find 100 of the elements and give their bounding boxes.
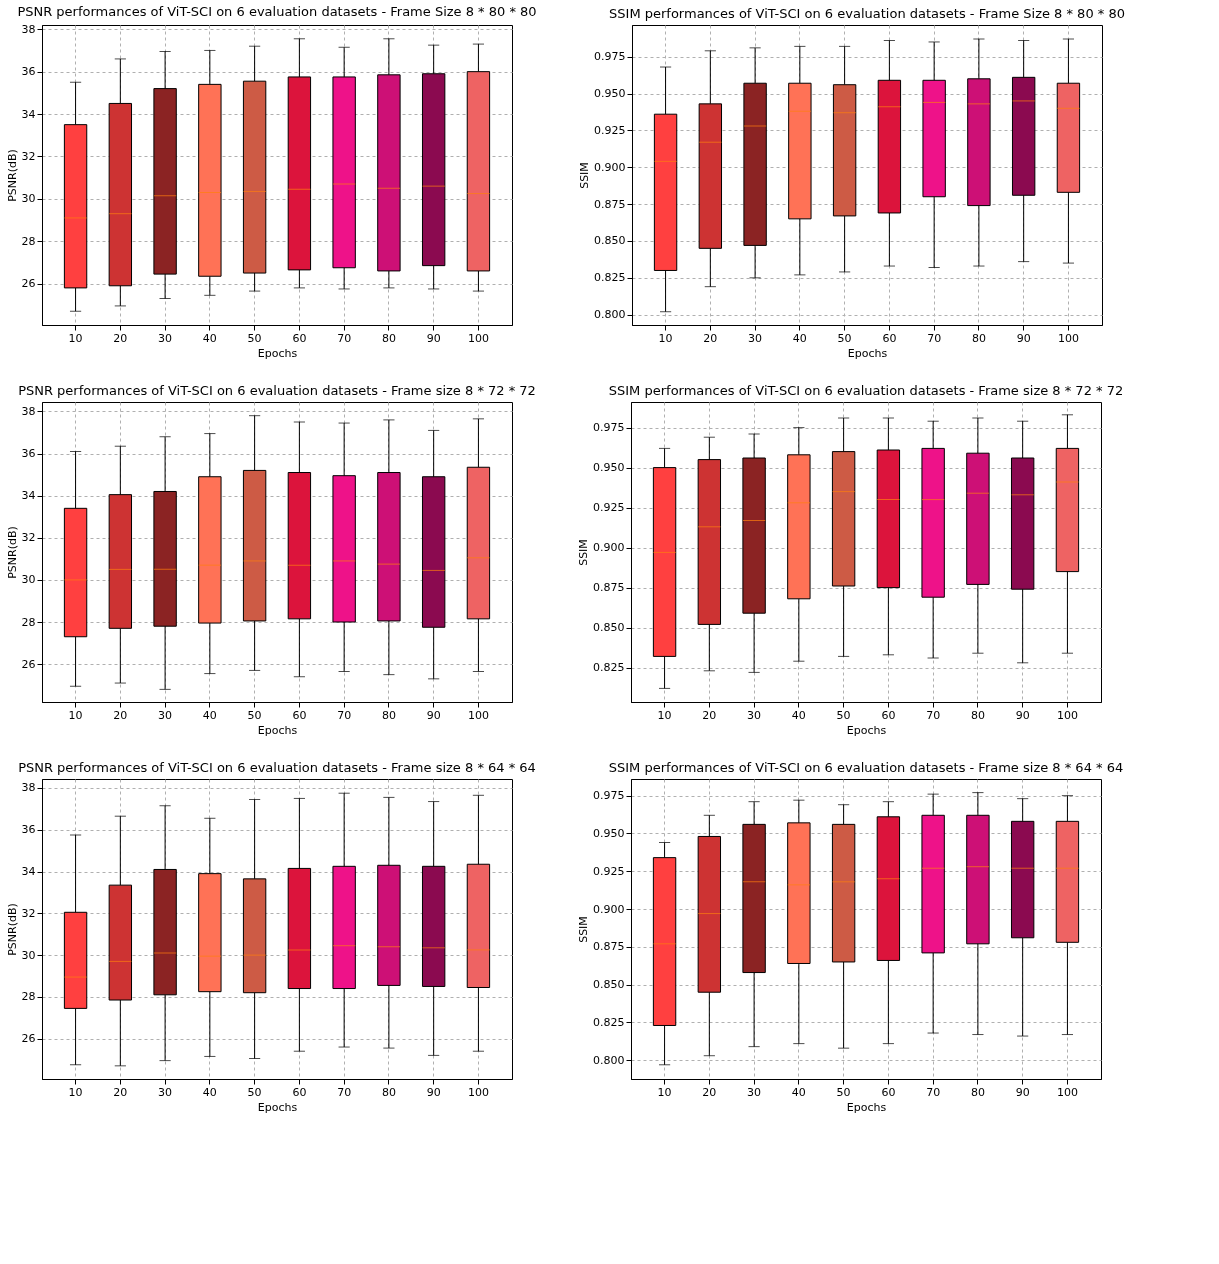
y-tick-label: 0.875	[593, 581, 625, 595]
y-tick-label: 38	[21, 404, 36, 418]
x-tick-label: 100	[467, 708, 489, 722]
y-tick-label: 0.850	[593, 978, 625, 992]
y-tick-label: 0.825	[594, 271, 626, 285]
x-tick-label: 90	[426, 331, 441, 345]
x-axis-title: Epochs	[846, 1100, 887, 1114]
x-tick-label: 40	[202, 331, 217, 345]
x-axis-title: Epochs	[847, 346, 888, 360]
y-tick-label: 0.800	[593, 1053, 625, 1067]
x-tick-label: 80	[381, 1085, 396, 1099]
y-tick-label: 36	[21, 65, 36, 79]
y-tick-label: 0.925	[594, 123, 626, 137]
x-tick-label: 10	[68, 331, 83, 345]
x-tick-label: 70	[926, 708, 941, 722]
y-tick-label: 26	[21, 657, 36, 671]
y-tick-label: 34	[21, 489, 36, 503]
x-axis-title: Epochs	[257, 1100, 298, 1114]
y-tick-label: 30	[21, 192, 36, 206]
x-tick-label: 60	[292, 708, 307, 722]
x-tick-label: 30	[747, 708, 762, 722]
x-tick-label: 60	[882, 331, 897, 345]
x-tick-label: 70	[926, 1085, 941, 1099]
x-tick-label: 90	[1015, 708, 1030, 722]
x-tick-label: 20	[113, 708, 128, 722]
x-tick-label: 80	[970, 1085, 985, 1099]
y-tick-label: 0.975	[593, 421, 625, 435]
y-tick-label: 34	[21, 865, 36, 879]
x-tick-label: 30	[158, 708, 173, 722]
y-tick-label: 0.950	[593, 461, 625, 475]
x-tick-label: 80	[971, 331, 986, 345]
x-tick-label: 40	[791, 708, 806, 722]
x-tick-label: 50	[836, 1085, 851, 1099]
y-tick-label: 0.875	[594, 197, 626, 211]
x-tick-label: 60	[881, 1085, 896, 1099]
x-tick-label: 20	[113, 331, 128, 345]
y-tick-label: 32	[21, 531, 36, 545]
chart-title: SSIM performances of ViT-SCI on 6 evaluation datasets - Frame size 8 * 72 * 72	[608, 383, 1124, 398]
x-tick-label: 50	[247, 708, 262, 722]
x-tick-label: 20	[703, 331, 718, 345]
chart-title: PSNR performances of ViT-SCI on 6 evaluation datasets - Frame size 8 * 72 * 72	[18, 383, 536, 398]
x-tick-label: 60	[881, 708, 896, 722]
x-tick-label: 10	[657, 708, 672, 722]
y-tick-label: 26	[21, 277, 36, 291]
x-tick-label: 100	[1056, 708, 1078, 722]
x-tick-label: 80	[970, 708, 985, 722]
x-tick-label: 30	[748, 331, 763, 345]
y-tick-label: 36	[21, 447, 36, 461]
y-axis-title: PSNR(dB)	[5, 526, 19, 579]
x-tick-label: 80	[381, 331, 396, 345]
y-tick-label: 0.850	[594, 234, 626, 248]
x-tick-label: 30	[158, 331, 173, 345]
x-tick-label: 80	[381, 708, 396, 722]
x-tick-label: 100	[467, 1085, 489, 1099]
y-tick-label: 38	[21, 22, 36, 36]
y-axis-title: PSNR(dB)	[5, 903, 19, 956]
y-axis-title: SSIM	[577, 916, 591, 943]
chart-title: SSIM performances of ViT-SCI on 6 evaluation datasets - Frame Size 8 * 80 * 80	[609, 6, 1125, 21]
x-tick-label: 50	[247, 1085, 262, 1099]
chart-title: SSIM performances of ViT-SCI on 6 evaluation datasets - Frame size 8 * 64 * 64	[608, 760, 1124, 775]
y-tick-label: 0.825	[593, 1015, 625, 1029]
x-tick-label: 100	[1056, 1085, 1078, 1099]
x-tick-label: 50	[247, 331, 262, 345]
y-tick-label: 28	[21, 234, 36, 248]
y-tick-label: 26	[21, 1032, 36, 1046]
y-tick-label: 0.900	[593, 902, 625, 916]
y-tick-label: 32	[21, 906, 36, 920]
x-axis-title: Epochs	[257, 723, 298, 737]
x-tick-label: 20	[702, 1085, 717, 1099]
x-tick-label: 40	[202, 1085, 217, 1099]
y-tick-label: 0.900	[594, 160, 626, 174]
x-tick-label: 60	[292, 331, 307, 345]
y-tick-label: 0.825	[593, 661, 625, 675]
x-tick-label: 10	[657, 1085, 672, 1099]
y-tick-label: 0.925	[593, 501, 625, 515]
y-tick-label: 34	[21, 107, 36, 121]
y-axis-title: PSNR(dB)	[5, 149, 19, 202]
x-tick-label: 60	[292, 1085, 307, 1099]
x-tick-label: 100	[467, 331, 489, 345]
x-axis-title: Epochs	[257, 346, 298, 360]
x-tick-label: 50	[837, 331, 852, 345]
x-tick-label: 10	[68, 1085, 83, 1099]
x-tick-label: 100	[1057, 331, 1079, 345]
y-tick-label: 28	[21, 990, 36, 1004]
x-tick-label: 70	[927, 331, 942, 345]
y-tick-label: 30	[21, 573, 36, 587]
y-tick-label: 30	[21, 948, 36, 962]
x-tick-label: 70	[337, 1085, 352, 1099]
x-tick-label: 20	[113, 1085, 128, 1099]
y-tick-label: 0.850	[593, 621, 625, 635]
x-tick-label: 30	[747, 1085, 762, 1099]
x-tick-label: 90	[426, 708, 441, 722]
x-tick-label: 70	[337, 708, 352, 722]
y-tick-label: 36	[21, 823, 36, 837]
x-tick-label: 10	[68, 708, 83, 722]
x-axis-title: Epochs	[846, 723, 887, 737]
y-axis-title: SSIM	[577, 539, 591, 566]
x-tick-label: 70	[337, 331, 352, 345]
x-tick-label: 90	[1016, 331, 1031, 345]
x-tick-label: 10	[658, 331, 673, 345]
